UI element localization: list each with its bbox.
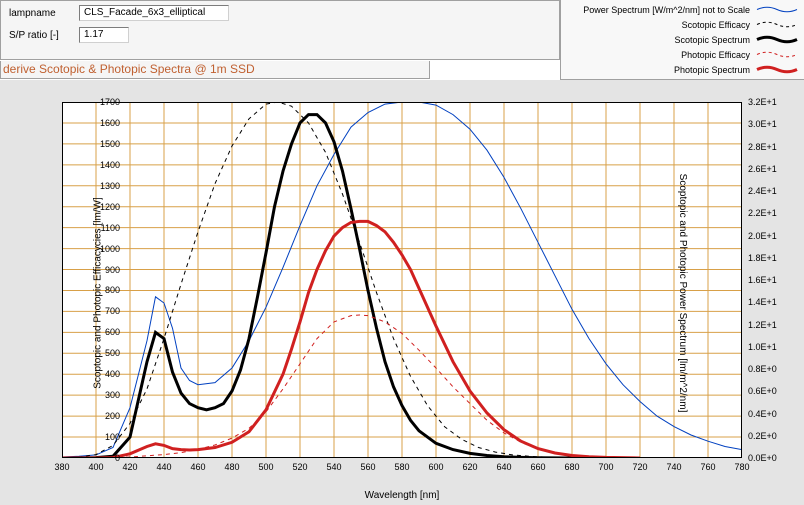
y-left-tick: 1600: [66, 118, 120, 128]
y-left-tick: 100: [66, 432, 120, 442]
y-right-tick: 1.0E+1: [748, 342, 777, 352]
y-right-tick: 2.4E+1: [748, 186, 777, 196]
x-tick: 700: [598, 462, 613, 472]
lampname-label: lampname: [9, 8, 79, 19]
x-tick: 740: [666, 462, 681, 472]
legend-item: Scotopic Efficacy: [561, 17, 804, 32]
x-tick: 560: [360, 462, 375, 472]
sp-ratio-label: S/P ratio [-]: [9, 30, 79, 41]
x-axis-label: Wavelength [nm]: [365, 490, 440, 501]
x-tick: 620: [462, 462, 477, 472]
legend-swatch: [756, 34, 798, 45]
y-left-tick: 1300: [66, 181, 120, 191]
legend-item: Scotopic Spectrum: [561, 32, 804, 47]
x-tick: 760: [700, 462, 715, 472]
y-right-tick: 3.2E+1: [748, 97, 777, 107]
y-right-tick: 2.8E+1: [748, 142, 777, 152]
legend-item: Photopic Spectrum: [561, 62, 804, 77]
legend-swatch: [756, 19, 798, 30]
x-tick: 420: [122, 462, 137, 472]
legend-label: Power Spectrum [W/m^2/nm] not to Scale: [567, 5, 750, 15]
x-tick: 660: [530, 462, 545, 472]
legend-label: Photopic Spectrum: [567, 65, 750, 75]
x-tick: 680: [564, 462, 579, 472]
legend-swatch: [756, 4, 798, 15]
y-left-tick: 200: [66, 411, 120, 421]
y-right-tick: 0.4E+0: [748, 409, 777, 419]
y-left-tick: 0: [66, 453, 120, 463]
sp-ratio-input[interactable]: 1.17: [79, 27, 129, 43]
x-tick: 380: [54, 462, 69, 472]
x-tick: 520: [292, 462, 307, 472]
x-tick: 720: [632, 462, 647, 472]
lampname-input[interactable]: CLS_Facade_6x3_elliptical: [79, 5, 229, 21]
x-tick: 400: [88, 462, 103, 472]
x-tick: 580: [394, 462, 409, 472]
y-axis-left-label: Scoptopic and Photopic Efficacycies [lm/…: [92, 197, 103, 389]
x-tick: 600: [428, 462, 443, 472]
legend-label: Scotopic Spectrum: [567, 35, 750, 45]
parameter-panel: lampname CLS_Facade_6x3_elliptical S/P r…: [0, 0, 560, 60]
x-tick: 500: [258, 462, 273, 472]
legend-item: Power Spectrum [W/m^2/nm] not to Scale: [561, 2, 804, 17]
y-right-tick: 1.8E+1: [748, 253, 777, 263]
x-tick: 640: [496, 462, 511, 472]
y-right-tick: 2.2E+1: [748, 208, 777, 218]
legend-swatch: [756, 64, 798, 75]
x-tick: 460: [190, 462, 205, 472]
y-right-tick: 1.2E+1: [748, 320, 777, 330]
y-right-tick: 1.6E+1: [748, 275, 777, 285]
chart-plot: [62, 102, 742, 458]
x-tick: 480: [224, 462, 239, 472]
y-left-tick: 300: [66, 390, 120, 400]
x-tick: 440: [156, 462, 171, 472]
y-right-tick: 2.6E+1: [748, 164, 777, 174]
chart-area: 380 400 420 440 460 480 500 520 540 560 580 600 620 6…: [0, 80, 804, 505]
legend-label: Scotopic Efficacy: [567, 20, 750, 30]
y-right-tick: 0.0E+0: [748, 453, 777, 463]
x-tick: 780: [734, 462, 749, 472]
legend-item: Photopic Efficacy: [561, 47, 804, 62]
y-left-tick: 1700: [66, 97, 120, 107]
x-tick: 540: [326, 462, 341, 472]
y-right-tick: 0.8E+0: [748, 364, 777, 374]
chart-legend: Power Spectrum [W/m^2/nm] not to Scale Sc…: [560, 0, 804, 80]
y-right-tick: 2.0E+1: [748, 231, 777, 241]
y-right-tick: 3.0E+1: [748, 119, 777, 129]
chart-title: derive Scotopic & Photopic Spectra @ 1m …: [0, 61, 430, 79]
y-right-tick: 0.6E+0: [748, 386, 777, 396]
y-left-tick: 1400: [66, 160, 120, 170]
legend-swatch: [756, 49, 798, 60]
y-right-tick: 0.2E+0: [748, 431, 777, 441]
y-right-tick: 1.4E+1: [748, 297, 777, 307]
legend-label: Photopic Efficacy: [567, 50, 750, 60]
y-left-tick: 1500: [66, 139, 120, 149]
y-axis-right-label: Scoptopic and Photopic Power Spectrum [l…: [677, 173, 688, 412]
